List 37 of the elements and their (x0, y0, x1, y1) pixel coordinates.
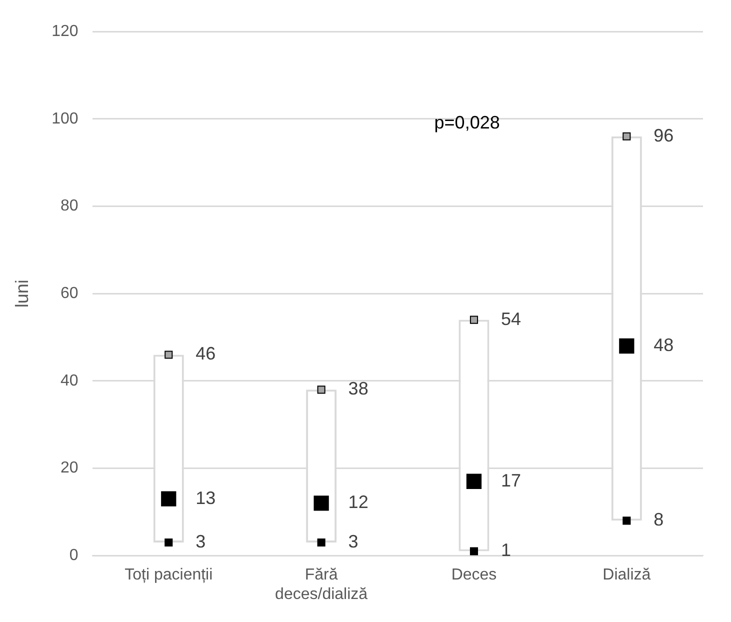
point (622, 132, 631, 140)
y-tick-label: 20 (60, 460, 78, 477)
data-label: 46 (196, 344, 216, 364)
point (470, 547, 478, 556)
point (314, 496, 329, 511)
y-tick-label: 60 (60, 285, 78, 302)
point (317, 538, 326, 547)
x-tick-label: Toți pacienții (124, 566, 213, 584)
data-label: 8 (654, 510, 664, 530)
annotation: p=0,028 (434, 112, 500, 132)
data-label: 3 (196, 531, 206, 552)
x-tick-label: Deces (451, 566, 497, 584)
data-label: 13 (196, 488, 216, 508)
data-label: 1 (500, 540, 511, 560)
y-tick-label: 80 (60, 198, 78, 215)
data-label: 48 (654, 334, 674, 355)
point (161, 491, 176, 506)
data-label: 54 (500, 308, 522, 329)
point (164, 538, 173, 547)
y-axis-title: luni (12, 280, 32, 308)
point (164, 350, 173, 359)
point (466, 474, 482, 489)
point (619, 338, 634, 354)
data-label: 12 (348, 492, 368, 512)
point (317, 386, 326, 394)
data-label: 3 (348, 531, 358, 552)
point (622, 516, 631, 525)
y-tick-label: 100 (52, 110, 78, 128)
data-label: 38 (348, 378, 368, 399)
x-tick-label: Fără deces/dializă (275, 566, 368, 603)
y-tick-label: 0 (69, 547, 78, 564)
y-tick-label: 40 (60, 372, 78, 390)
y-tick-label: 120 (52, 23, 78, 40)
x-tick-label: Dializă (602, 566, 651, 584)
data-label: 17 (500, 470, 522, 490)
data-label: 96 (654, 125, 674, 146)
point (470, 316, 478, 324)
